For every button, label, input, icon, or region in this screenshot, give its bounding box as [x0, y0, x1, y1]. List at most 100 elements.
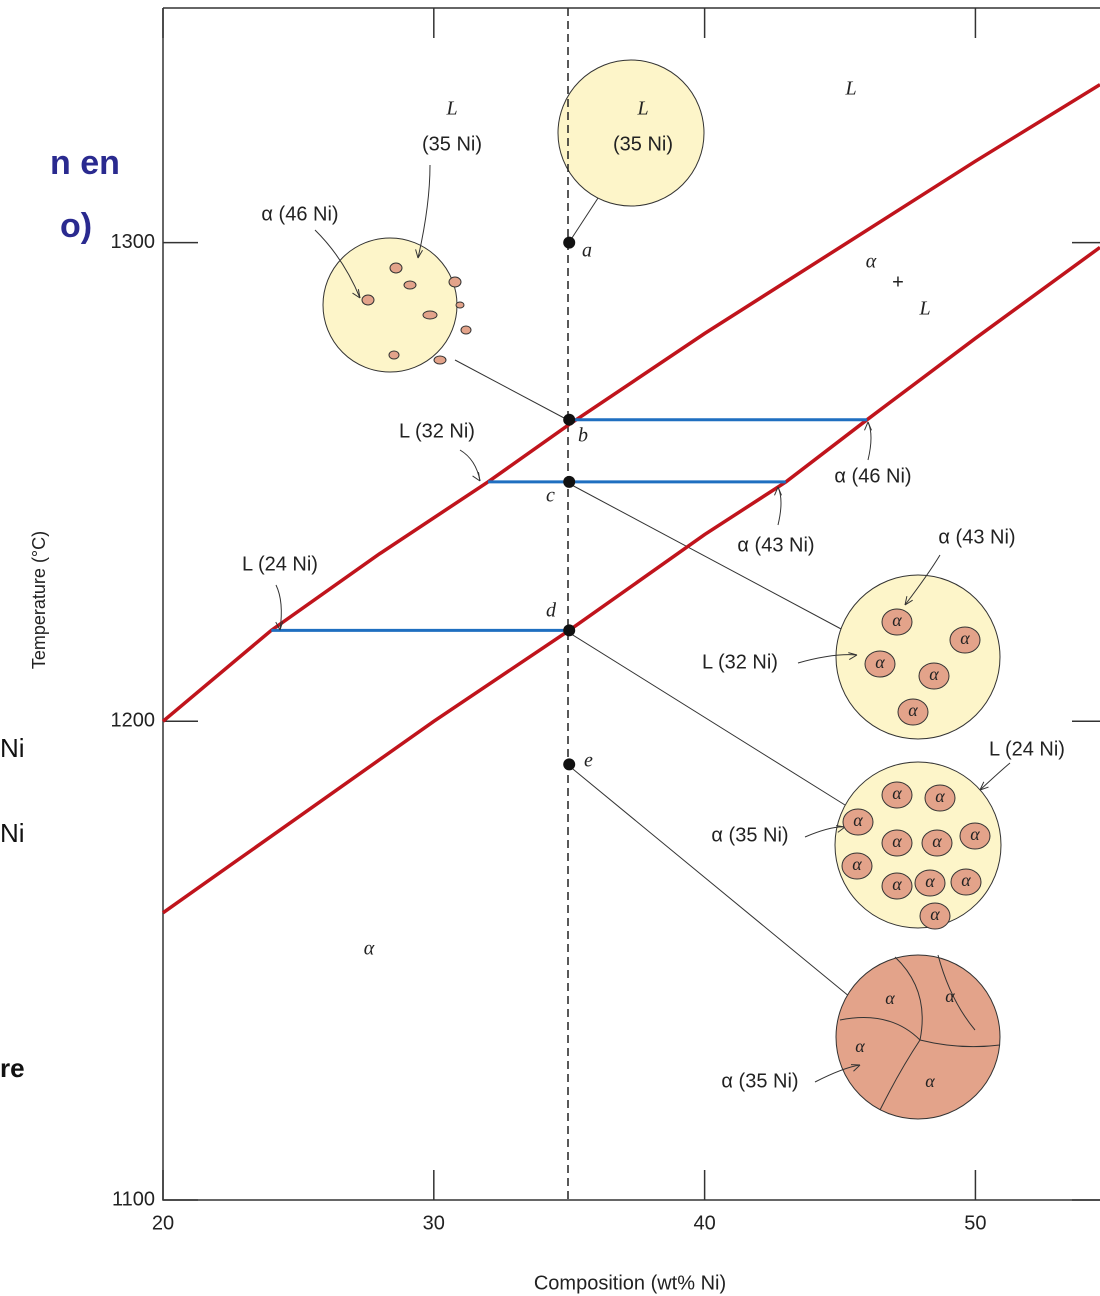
- y-tick-label: 1100: [112, 1188, 155, 1210]
- microstructure-c: [835, 574, 1001, 740]
- grain: [897, 698, 929, 726]
- x-tick-label: 30: [423, 1212, 445, 1234]
- point-label: d: [546, 600, 557, 622]
- grain: [921, 829, 953, 857]
- grain: [842, 808, 874, 836]
- annotation: α (46 Ni): [834, 465, 911, 487]
- leader-arrow: [979, 762, 1011, 791]
- arrow-head: [472, 472, 481, 482]
- state-point: [563, 475, 576, 488]
- leader-arrow: [459, 449, 481, 482]
- grain-label: α: [885, 988, 895, 1008]
- leader-arrow: [417, 164, 431, 259]
- grain-label: α: [945, 986, 955, 1006]
- grain: [950, 868, 982, 896]
- grain: [924, 784, 956, 812]
- state-point: [563, 413, 576, 426]
- leader-arrow: [275, 584, 282, 631]
- annotation: L (24 Ni): [242, 553, 318, 575]
- grain: [881, 781, 913, 809]
- region-label: +: [892, 271, 904, 293]
- leader: [567, 631, 846, 806]
- leader: [567, 194, 601, 245]
- annotation: L: [445, 98, 457, 120]
- arrow-head: [415, 249, 423, 259]
- grain-label: α: [892, 831, 902, 851]
- annotation: L (24 Ni): [989, 738, 1065, 760]
- leader-arrow: [314, 229, 361, 299]
- microstructures: [322, 59, 1002, 1120]
- region-label: α: [866, 251, 877, 273]
- leader: [567, 482, 844, 631]
- x-axis-label: Composition (wt% Ni): [534, 1272, 726, 1294]
- arrow-head: [979, 781, 989, 791]
- x-tick-label: 40: [693, 1212, 715, 1234]
- annotation: α (46 Ni): [261, 203, 338, 225]
- slide-fragment: re: [0, 1053, 25, 1083]
- slide-fragment: o): [60, 207, 92, 245]
- arrow-head: [850, 1064, 861, 1072]
- grain-label: α: [935, 786, 945, 806]
- region-label: L: [918, 298, 930, 320]
- state-point: [563, 624, 576, 637]
- point-label: e: [584, 750, 593, 772]
- microstructure-a: [557, 59, 705, 207]
- arrow-head: [774, 486, 782, 496]
- microstructure-b: [322, 237, 458, 373]
- region-label: α: [364, 938, 375, 960]
- grain: [959, 822, 991, 850]
- annotation: α (43 Ni): [737, 534, 814, 556]
- x-tick-label: 50: [964, 1212, 986, 1234]
- point-label: a: [582, 240, 592, 262]
- leader-arrow: [904, 554, 941, 606]
- grain: [864, 650, 896, 678]
- grain-label: α: [908, 700, 918, 720]
- arrow-head: [275, 621, 284, 631]
- nuclei: [361, 262, 472, 365]
- slide-fragment: Ni: [0, 733, 25, 763]
- point-label: b: [578, 425, 588, 447]
- grain: [949, 626, 981, 654]
- grain: [914, 869, 946, 897]
- region-label: L: [844, 78, 856, 100]
- grain-label: α: [853, 810, 863, 830]
- state-point: [563, 758, 576, 771]
- leader-arrow: [797, 654, 858, 664]
- grain-label: α: [925, 871, 935, 891]
- grain-label: α: [925, 1071, 935, 1091]
- grain-label: α: [960, 628, 970, 648]
- curve: [161, 245, 1100, 915]
- arrow-head: [848, 652, 858, 661]
- y-axis-label: Temperature (°C): [29, 531, 49, 669]
- grain-label: α: [961, 870, 971, 890]
- slide-fragment: Ni: [0, 818, 25, 848]
- y-tick-label: 1300: [111, 231, 156, 253]
- grain-label: α: [875, 652, 885, 672]
- grain-label: α: [929, 664, 939, 684]
- annotation: α (35 Ni): [711, 824, 788, 846]
- point-label: c: [546, 485, 555, 507]
- y-tick-label: 1200: [111, 710, 156, 732]
- annotation: L: [636, 98, 648, 120]
- annotation: (35 Ni): [613, 133, 673, 155]
- annotation: α (35 Ni): [721, 1070, 798, 1092]
- annotation: (35 Ni): [422, 133, 482, 155]
- microstructure-e: [835, 954, 1001, 1120]
- annotation: L (32 Ni): [702, 651, 778, 673]
- slide-fragment: n en: [50, 144, 120, 182]
- grain: [919, 902, 951, 930]
- state-point: [563, 236, 576, 249]
- arrow-head: [352, 289, 361, 299]
- leader: [454, 359, 567, 420]
- annotation: α (43 Ni): [938, 526, 1015, 548]
- grain-label: α: [892, 610, 902, 630]
- grain-label: α: [932, 831, 942, 851]
- arrow-head: [904, 596, 913, 606]
- grain: [918, 662, 950, 690]
- grain: [841, 852, 873, 880]
- grain-boundaries: [839, 954, 1001, 1111]
- arrow-head: [864, 421, 872, 431]
- grain-label: α: [930, 904, 940, 924]
- grain: [881, 829, 913, 857]
